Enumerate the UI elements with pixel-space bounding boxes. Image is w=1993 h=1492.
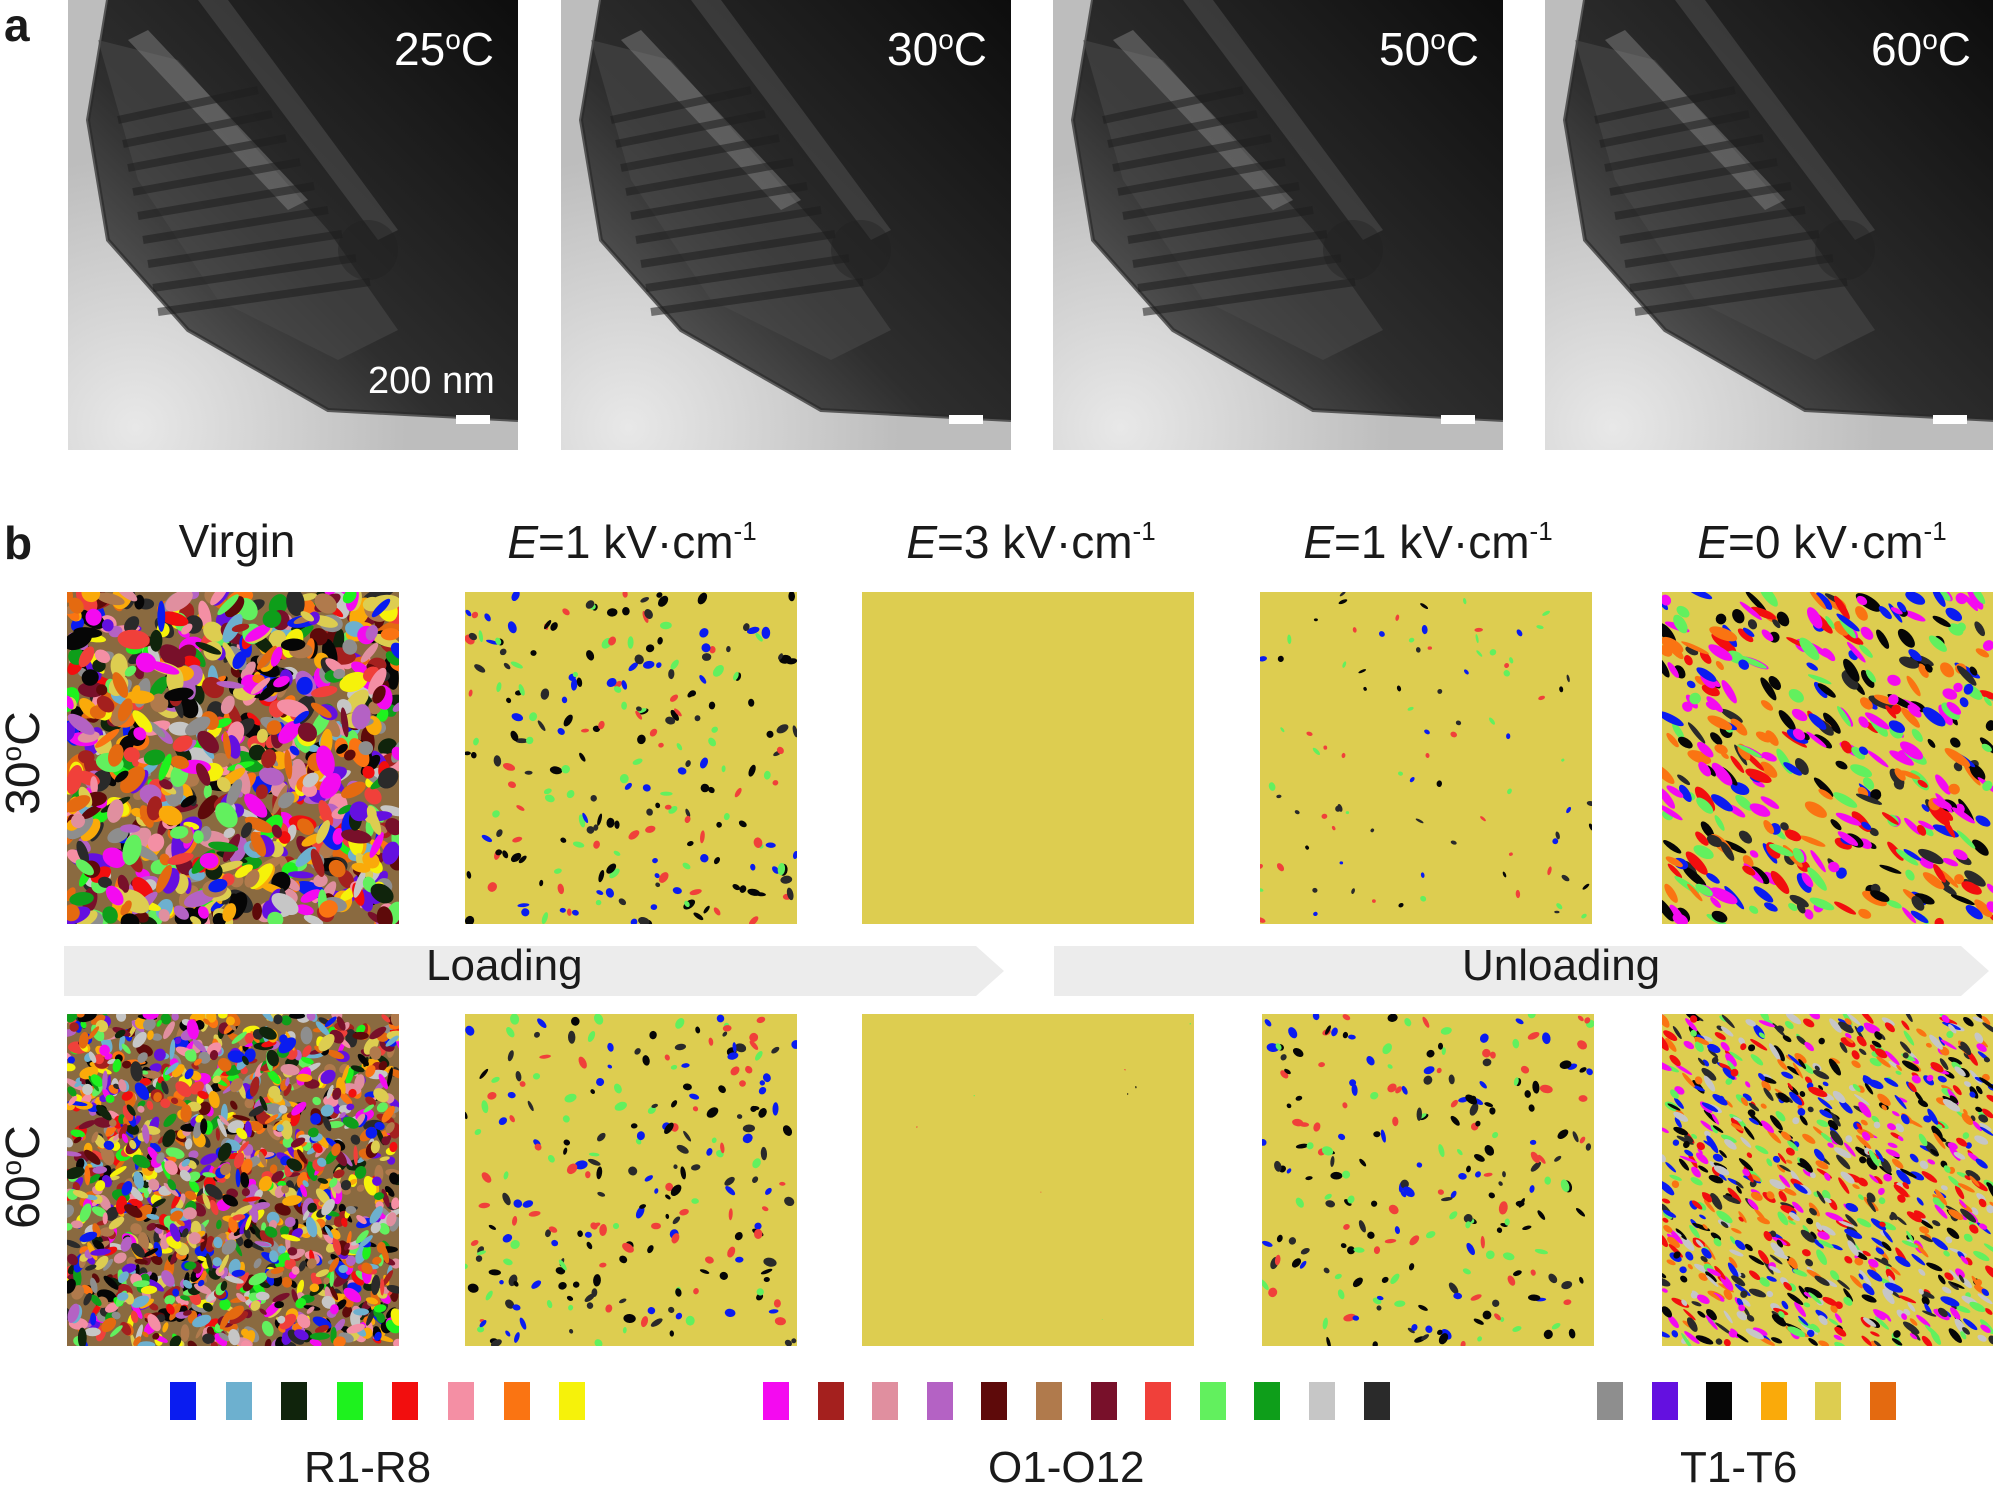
domain-map-60c-1kv-loading [465,1014,797,1346]
legend-swatch [392,1382,418,1420]
column-header-0kv: E=0 kV·cm-1 [1697,516,1947,568]
domain-map-30c-1kv-loading [465,592,797,924]
domain-map-graphic [1260,592,1592,924]
legend-swatch [559,1382,585,1420]
tem-image-3: 50oC [1053,0,1503,450]
legend-swatch [1652,1382,1678,1420]
domain-map-graphic [465,592,797,924]
domain-map-60c-0kv [1662,1014,1993,1346]
column-header-virgin: Virgin [178,515,296,567]
loading-arrow [64,946,1004,996]
tem-image-4: 60oC [1545,0,1993,450]
row-label-30c: 30oC [0,711,50,815]
tem-micrograph-4 [1545,0,1993,450]
scale-bar-3 [1441,415,1475,424]
domain-map-graphic [862,1014,1194,1346]
legend-label-orthorhombic: O1-O12 [988,1443,1145,1492]
domain-map-30c-virgin [67,592,399,924]
legend-swatch [872,1382,898,1420]
legend-swatch [1309,1382,1335,1420]
domain-map-30c-3kv [862,592,1194,924]
scale-bar-1 [456,415,490,424]
panel-a-letter: a [4,0,30,51]
legend-swatch [818,1382,844,1420]
domain-map-graphic [862,592,1194,924]
domain-map-30c-0kv [1662,592,1993,924]
unloading-label: Unloading [1462,941,1661,990]
legend-swatch [281,1382,307,1420]
loading-label: Loading [426,941,583,990]
legend-swatch [1597,1382,1623,1420]
tem-image-2: 30oC [561,0,1011,450]
legend-swatch [1815,1382,1841,1420]
legend-swatch [1036,1382,1062,1420]
legend-swatch [1091,1382,1117,1420]
legend-swatch [504,1382,530,1420]
domain-map-30c-1kv-unloading [1260,592,1592,924]
tem-temperature-label-1: 25oC [394,23,494,75]
legend-swatch [1364,1382,1390,1420]
unloading-arrow-shape [1054,946,1989,996]
legend-swatch [170,1382,196,1420]
legend-label-tetragonal: T1-T6 [1680,1443,1798,1492]
unloading-arrow [1054,946,1989,996]
column-header-3kv: E=3 kV·cm-1 [906,516,1156,568]
loading-arrow-shape [64,946,1004,996]
domain-map-60c-virgin [67,1014,399,1346]
row-label-60c: 60oC [0,1125,50,1229]
scale-bar-4 [1933,415,1967,424]
legend-swatch [1145,1382,1171,1420]
legend-swatch [448,1382,474,1420]
domain-map-60c-3kv [862,1014,1194,1346]
legend-swatch [337,1382,363,1420]
scale-bar-label: 200 nm [368,360,495,402]
legend-swatch [1761,1382,1787,1420]
legend-swatch [1706,1382,1732,1420]
domain-map-graphic [67,592,399,924]
tem-temperature-label-3: 50oC [1379,23,1479,75]
tem-micrograph-2 [561,0,1011,450]
column-header-unloading-1kv: E=1 kV·cm-1 [1303,516,1553,568]
tem-image-1: 25oC 200 nm [68,0,518,450]
tem-temperature-label-4: 60oC [1871,23,1971,75]
legend-label-rhombohedral: R1-R8 [304,1443,432,1492]
tem-micrograph-1 [68,0,518,450]
scale-bar-2 [949,415,983,424]
legend-swatch [226,1382,252,1420]
legend-swatch [1254,1382,1280,1420]
legend-swatch [1870,1382,1896,1420]
domain-map-60c-1kv-unloading [1262,1014,1594,1346]
column-header-loading-1kv: E=1 kV·cm-1 [507,516,757,568]
domain-map-graphic [1262,1014,1594,1346]
tem-temperature-label-2: 30oC [887,23,987,75]
legend-swatch [981,1382,1007,1420]
tem-micrograph-3 [1053,0,1503,450]
domain-map-graphic [1662,1014,1993,1346]
domain-map-graphic [465,1014,797,1346]
domain-map-graphic [1662,592,1993,924]
legend-swatch [927,1382,953,1420]
domain-map-graphic [67,1014,399,1346]
legend-swatch [763,1382,789,1420]
panel-b-letter: b [4,517,33,569]
legend-swatch [1200,1382,1226,1420]
